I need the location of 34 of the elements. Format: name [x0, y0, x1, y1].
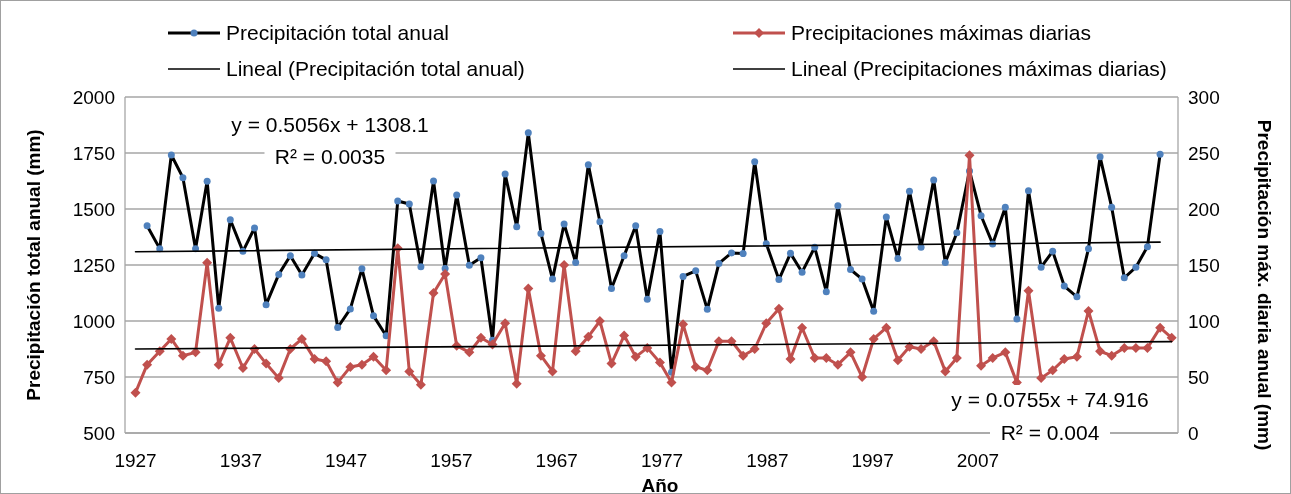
legend-label: Lineal (Precipitaciones máximas diarias) — [791, 57, 1167, 81]
x-tick-label: 1927 — [114, 450, 157, 471]
annotation: R² = 0.0035 — [274, 145, 386, 168]
legend-label: Lineal (Precipitación total anual) — [226, 57, 525, 81]
x-tick-label: 1977 — [640, 450, 684, 471]
y-tick-label: 1750 — [72, 142, 115, 164]
y-tick-label: 500 — [83, 422, 115, 444]
x-axis-title: Año — [641, 475, 679, 494]
y2-tick-label: 250 — [1188, 142, 1220, 164]
y-axis-title: Precipitación total anual (mm) — [23, 129, 44, 401]
x-tick-label: 1987 — [746, 450, 789, 471]
x-tick-label: 2007 — [956, 450, 1000, 471]
y-tick-label: 2000 — [72, 86, 115, 108]
y-tick-label: 1250 — [72, 254, 115, 276]
x-tick-label: 1997 — [851, 450, 894, 471]
y2-tick-label: 150 — [1188, 254, 1220, 276]
legend-label: Precipitaciones máximas diarias — [791, 21, 1091, 45]
y-tick-label: 750 — [83, 366, 115, 388]
x-tick-label: 1947 — [324, 450, 368, 471]
annotation: y = 0.5056x + 1308.1 — [231, 113, 429, 136]
y-tick-label: 1000 — [72, 310, 115, 332]
y2-tick-label: 50 — [1188, 366, 1210, 388]
legend-label: Precipitación total anual — [226, 21, 449, 45]
x-tick-label: 1937 — [219, 450, 262, 471]
y2-tick-label: 0 — [1188, 422, 1199, 444]
y2-tick-label: 300 — [1188, 86, 1220, 108]
x-tick-label: 1957 — [430, 450, 473, 471]
y-tick-label: 1500 — [72, 198, 115, 220]
y2-axis-title: Precipitación máx. diaria anual (mm) — [1254, 119, 1275, 451]
y2-tick-label: 200 — [1188, 198, 1220, 220]
y2-tick-label: 100 — [1188, 310, 1220, 332]
annotation: R² = 0.004 — [1000, 421, 1100, 444]
x-tick-label: 1967 — [535, 450, 578, 471]
annotation: y = 0.0755x + 74.916 — [951, 388, 1149, 411]
